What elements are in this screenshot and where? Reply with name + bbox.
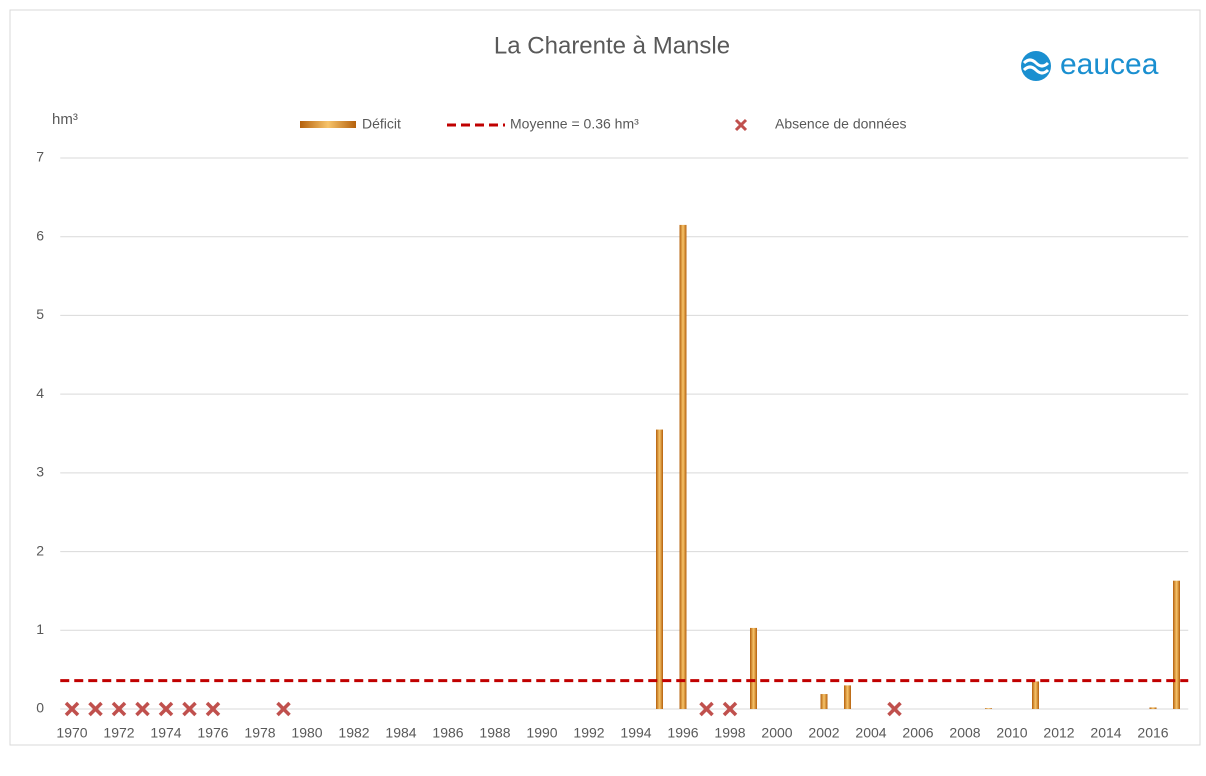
logo-waves: [1022, 58, 1050, 75]
missing-data-marker: [158, 701, 174, 717]
logo: eaucea: [1021, 48, 1159, 81]
x-tick-label: 1988: [479, 725, 510, 741]
x-tick-label: 1984: [385, 725, 416, 741]
y-tick-label: 5: [36, 306, 44, 322]
marker-stroke: [158, 701, 174, 717]
marker-stroke: [276, 701, 291, 717]
x-tick-label: 1974: [150, 725, 181, 741]
missing-data-marker: [88, 701, 103, 717]
x-tick-label: 2002: [808, 725, 839, 741]
y-tick-label: 7: [36, 149, 44, 165]
x-tick-label: 1976: [197, 725, 228, 741]
missing-data-marker: [887, 701, 902, 717]
missing-data-marker: [722, 701, 738, 717]
marker-stroke: [88, 701, 103, 717]
marker-stroke: [205, 701, 221, 717]
bar: [985, 708, 992, 709]
missing-data-marker: [111, 701, 127, 717]
missing-data-marker: [205, 701, 221, 717]
y-axis-label: hm³: [52, 111, 78, 128]
x-tick-label: 1972: [103, 725, 134, 741]
chart-border: [9, 9, 1201, 746]
x-tick-label: 1980: [291, 725, 322, 741]
marker-stroke: [887, 701, 902, 717]
bar: [1149, 707, 1157, 709]
x-tick-label: 1970: [56, 725, 87, 741]
missing-data-marker: [182, 701, 197, 717]
x-tick-label: 2006: [902, 725, 933, 741]
x-tick-label: 2000: [761, 725, 792, 741]
marker-stroke: [64, 701, 80, 717]
bar: [844, 685, 851, 709]
y-tick-label: 3: [36, 464, 44, 480]
legend-label: Déficit: [362, 116, 401, 132]
marker-stroke: [722, 701, 738, 717]
y-tick-label: 1: [36, 621, 44, 637]
x-tick-label: 1982: [338, 725, 369, 741]
x-tick-label: 2016: [1137, 725, 1168, 741]
x-tick-label: 1994: [620, 725, 651, 741]
x-tick-label: 1996: [667, 725, 698, 741]
chart-title: La Charente à Mansle: [494, 32, 730, 59]
x-tick-label: 2014: [1090, 725, 1121, 741]
y-tick-label: 2: [36, 542, 44, 558]
missing-data-marker: [135, 701, 150, 717]
marker-stroke: [135, 701, 150, 717]
legend-label: Absence de données: [775, 116, 907, 132]
x-tick-label: 1990: [526, 725, 557, 741]
x-tick-label: 1998: [714, 725, 745, 741]
bar: [820, 694, 828, 709]
legend-label: Moyenne = 0.36 hm³: [510, 116, 639, 132]
y-tick-label: 4: [36, 385, 44, 401]
bar: [1173, 580, 1180, 709]
bar: [750, 627, 757, 709]
x-tick-label: 2012: [1043, 725, 1074, 741]
x-tick-label: 2008: [949, 725, 980, 741]
x-tick-label: 1992: [573, 725, 604, 741]
y-tick-label: 0: [36, 700, 44, 716]
x-tick-label: 2004: [855, 725, 886, 741]
bar: [1032, 681, 1039, 709]
legend-marker: [734, 118, 748, 132]
missing-data-marker: [64, 701, 80, 717]
marker-stroke: [182, 701, 197, 717]
missing-data-marker: [276, 701, 291, 717]
bar: [679, 224, 687, 709]
marker-stroke: [699, 701, 714, 717]
bar: [656, 429, 663, 709]
marker-stroke: [111, 701, 127, 717]
x-tick-label: 2010: [996, 725, 1027, 741]
x-tick-label: 1986: [432, 725, 463, 741]
x-tick-label: 1978: [244, 725, 275, 741]
legend-swatch: [300, 121, 356, 128]
marker-stroke: [734, 118, 748, 132]
missing-data-marker: [699, 701, 714, 717]
y-tick-label: 6: [36, 227, 44, 243]
logo-text: eaucea: [1060, 48, 1159, 81]
